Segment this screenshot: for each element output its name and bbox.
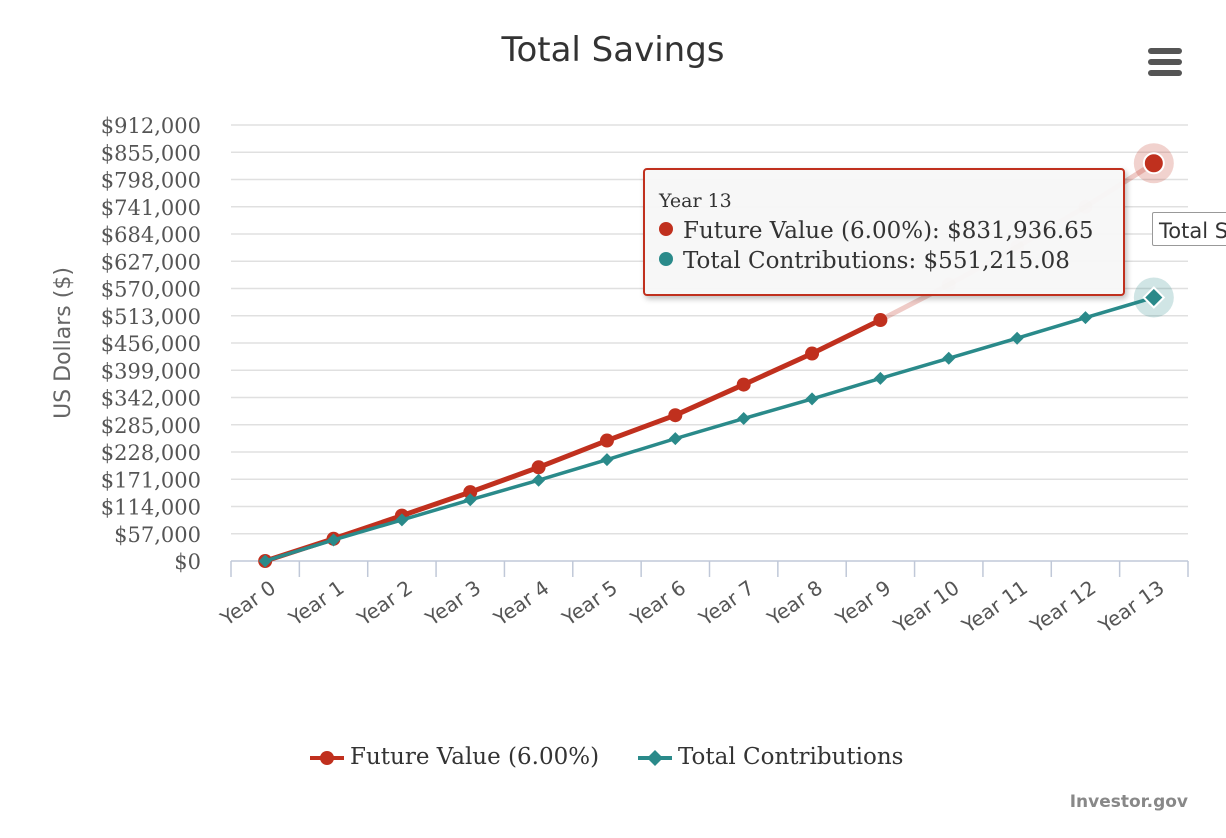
tooltip-row-total-contributions: Total Contributions: $551,215.08 (659, 248, 1070, 274)
y-tick-label: $342,000 (101, 387, 201, 411)
data-point (805, 346, 820, 361)
series-dot-icon (659, 222, 673, 236)
data-tooltip: Year 13 Future Value (6.00%): $831,936.6… (643, 168, 1125, 296)
data-point (668, 408, 683, 423)
x-tick-label: Year 1 (283, 575, 348, 630)
x-tick-label: Year 3 (420, 575, 485, 630)
series-total-contributions (258, 277, 1174, 568)
data-point (873, 371, 887, 385)
legend-diamond-icon (638, 750, 672, 766)
y-tick-label: $228,000 (101, 441, 201, 465)
x-tick-label: Year 9 (830, 575, 895, 630)
y-tick-label: $114,000 (101, 496, 201, 520)
series-line (264, 317, 882, 564)
data-point (1142, 152, 1165, 175)
series-dot-icon (659, 252, 673, 266)
data-point (942, 351, 956, 365)
data-point (1078, 311, 1092, 325)
x-tick-label: Year 0 (215, 575, 280, 630)
y-tick-label: $0 (174, 550, 201, 574)
y-tick-label: $285,000 (101, 414, 201, 438)
tooltip-value: $831,936.65 (947, 218, 1094, 244)
hamburger-menu-icon[interactable] (1146, 46, 1186, 80)
data-point (805, 392, 819, 406)
legend-label: Total Contributions (678, 744, 904, 770)
x-tick-label: Year 8 (762, 575, 827, 630)
clipped-tooltip: Total S (1152, 212, 1226, 246)
y-tick-label: $171,000 (101, 468, 201, 492)
legend-circle-icon (310, 751, 344, 765)
y-tick-label: $912,000 (101, 114, 201, 138)
y-axis-title: US Dollars ($) (51, 267, 76, 419)
data-point (1010, 331, 1024, 345)
tooltip-value: $551,215.08 (923, 248, 1070, 274)
credit-link[interactable]: Investor.gov (1069, 792, 1188, 812)
x-tick-label: Year 2 (352, 575, 417, 630)
x-tick-label: Year 5 (557, 575, 622, 630)
x-tick-label: Year 7 (694, 575, 759, 630)
y-tick-label: $399,000 (101, 359, 201, 383)
x-tick-label: Year 11 (957, 575, 1032, 638)
data-point (1142, 286, 1166, 309)
chart-title: Total Savings (501, 30, 725, 70)
y-tick-label: $570,000 (101, 278, 201, 302)
y-tick-label: $855,000 (101, 141, 201, 165)
x-tick-label: Year 12 (1025, 575, 1100, 638)
y-tick-label: $684,000 (101, 223, 201, 247)
y-tick-label: $513,000 (101, 305, 201, 329)
legend-item-future-value[interactable]: Future Value (6.00%) (310, 740, 599, 774)
y-tick-label: $456,000 (101, 332, 201, 356)
data-point (532, 473, 546, 487)
tooltip-header: Year 13 (659, 190, 732, 212)
data-point (463, 493, 477, 507)
legend-label: Future Value (6.00%) (350, 744, 600, 770)
y-tick-label: $741,000 (101, 196, 201, 220)
data-point (531, 460, 546, 475)
x-tick-label: Year 13 (1093, 575, 1168, 638)
tooltip-label: Total Contributions: (683, 248, 924, 274)
data-point (258, 554, 272, 568)
data-point (599, 433, 614, 448)
data-point (395, 513, 409, 527)
tooltip-label: Future Value (6.00%): (683, 218, 948, 244)
y-tick-label: $627,000 (101, 250, 201, 274)
data-point (668, 432, 682, 446)
data-point (736, 377, 751, 392)
tooltip-row-future-value: Future Value (6.00%): $831,936.65 (659, 218, 1093, 244)
legend: Future Value (6.00%) Total Contributions (0, 740, 1226, 774)
legend-item-total-contributions[interactable]: Total Contributions (638, 740, 903, 774)
data-point (327, 533, 341, 547)
x-tick-label: Year 4 (489, 575, 554, 630)
x-tick-label: Year 10 (888, 575, 963, 638)
data-point (873, 313, 888, 328)
x-tick-label: Year 6 (625, 575, 690, 630)
data-point (737, 412, 751, 426)
y-tick-label: $798,000 (101, 169, 201, 193)
data-point (600, 453, 614, 467)
data-point (463, 485, 478, 500)
series-line (264, 295, 1155, 563)
y-tick-label: $57,000 (114, 523, 201, 547)
